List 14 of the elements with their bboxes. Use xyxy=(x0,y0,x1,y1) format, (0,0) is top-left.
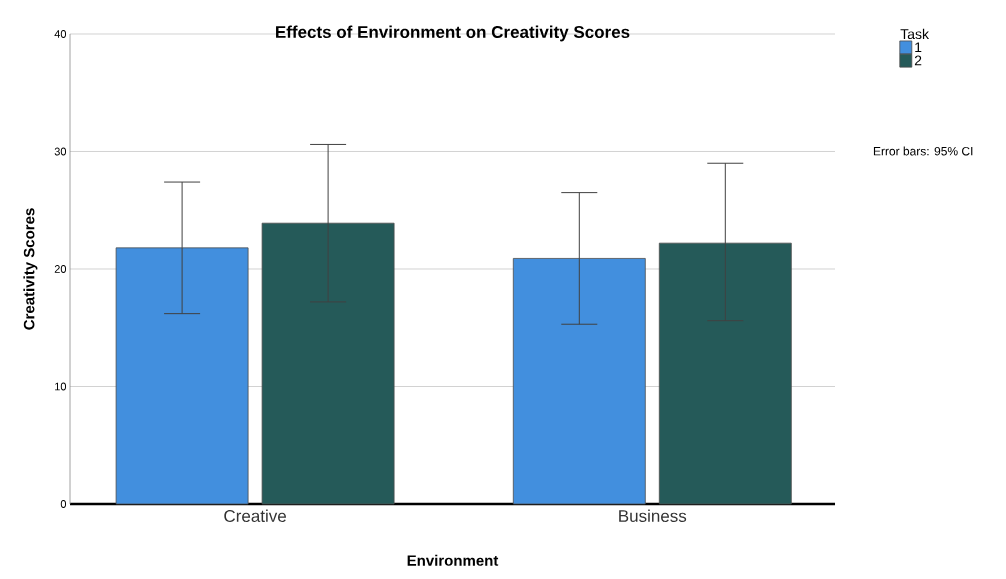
y-axis-title: Creativity Scores xyxy=(23,208,38,330)
y-tick-label: 10 xyxy=(55,382,67,391)
legend-label: 2 xyxy=(914,55,922,66)
text: Error bars: 95% CI xyxy=(873,146,973,156)
y-tick-label: 30 xyxy=(54,147,67,156)
legend-title: Task xyxy=(900,28,930,40)
x-axis-title: Environment xyxy=(407,554,499,566)
x-tick-label: Business xyxy=(619,509,687,523)
y-tick-label: 20 xyxy=(54,265,67,273)
legend-label: 1 xyxy=(915,42,922,53)
y-tick-label: 0 xyxy=(60,500,67,508)
chart-title: Effects of Environment on Creativity Scores xyxy=(276,25,630,42)
y-tick-label: 40 xyxy=(54,30,67,38)
x-tick-label: Creative xyxy=(224,509,286,523)
